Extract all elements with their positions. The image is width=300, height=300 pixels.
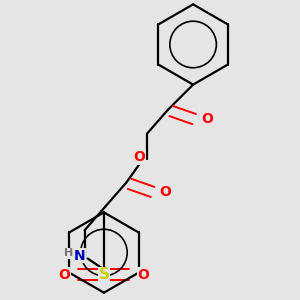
- Text: N: N: [74, 248, 85, 262]
- Text: O: O: [134, 150, 146, 164]
- Text: O: O: [201, 112, 213, 126]
- Text: O: O: [137, 268, 149, 282]
- Text: O: O: [58, 268, 70, 282]
- Text: S: S: [98, 267, 110, 282]
- Text: H: H: [64, 248, 73, 258]
- Text: O: O: [160, 184, 171, 199]
